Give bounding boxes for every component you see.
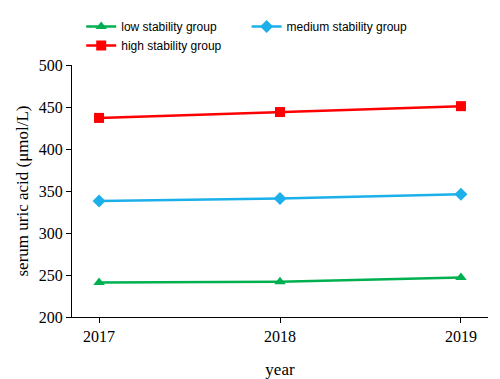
svg-text:medium stability group: medium stability group xyxy=(287,20,407,34)
svg-text:high stability group: high stability group xyxy=(121,39,221,53)
svg-text:2019: 2019 xyxy=(445,328,477,345)
svg-text:350: 350 xyxy=(39,183,63,200)
svg-text:serum uric acid (μmol/L): serum uric acid (μmol/L) xyxy=(13,105,32,276)
svg-text:250: 250 xyxy=(39,267,63,284)
svg-text:300: 300 xyxy=(39,225,63,242)
svg-text:2017: 2017 xyxy=(83,328,115,345)
svg-text:year: year xyxy=(265,360,295,379)
svg-text:2018: 2018 xyxy=(264,328,296,345)
svg-text:450: 450 xyxy=(39,99,63,116)
svg-text:500: 500 xyxy=(39,57,63,74)
svg-text:200: 200 xyxy=(39,309,63,326)
svg-text:low stability group: low stability group xyxy=(121,20,217,34)
svg-text:400: 400 xyxy=(39,141,63,158)
